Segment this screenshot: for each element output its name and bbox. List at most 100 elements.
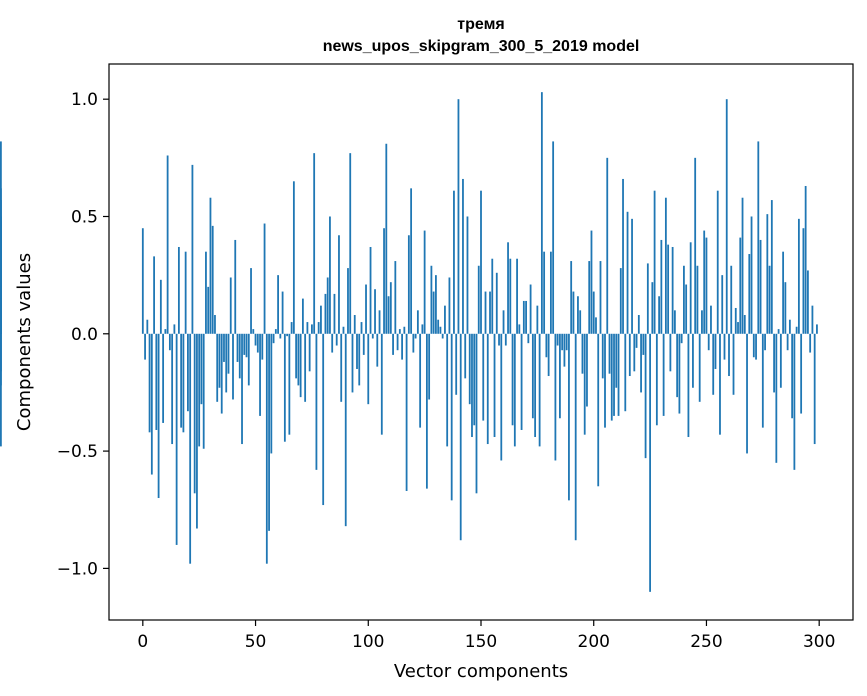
bar-270 [750, 216, 753, 334]
bar-260 [728, 333, 730, 377]
bar-244 [692, 333, 694, 388]
y-tick-label: 0.5 [71, 207, 98, 227]
x-tick-label: 0 [137, 632, 148, 652]
bar-234 [669, 333, 672, 372]
bar-132 [439, 326, 442, 334]
bar-195 [581, 333, 584, 374]
bar-277 [766, 214, 769, 334]
bar-65 [288, 333, 291, 435]
bar-281 [775, 333, 778, 463]
bar-110 [389, 282, 392, 334]
bar-248 [701, 310, 703, 334]
bar-59 [274, 329, 277, 334]
bar-76 [313, 153, 316, 334]
bar-188 [565, 333, 568, 351]
bar-24 [196, 333, 198, 529]
bar-12 [168, 333, 171, 351]
bar-60 [277, 275, 279, 334]
bar-158 [498, 333, 500, 346]
bar-87 [338, 235, 340, 334]
bar-84 [331, 333, 334, 353]
bar-218 [633, 333, 636, 372]
bar-210 [615, 333, 618, 388]
bar-229 [658, 296, 661, 334]
bar-250 [705, 237, 708, 334]
bar-263 [734, 307, 737, 334]
bar-135 [446, 333, 449, 447]
bar-235 [671, 246, 674, 334]
bar-190 [570, 261, 573, 334]
bar-207 [608, 333, 611, 374]
bar-266 [741, 197, 744, 334]
bar-19 [184, 251, 187, 334]
bar-176 [538, 333, 541, 447]
bar-182 [552, 141, 555, 334]
bar-268 [746, 333, 748, 454]
bar-288 [791, 333, 794, 419]
bar-191 [572, 291, 575, 334]
bar-41 [234, 239, 237, 334]
bar-231 [662, 333, 665, 416]
bar-30 [209, 197, 212, 334]
bar-254 [714, 333, 717, 369]
bar-83 [329, 216, 331, 334]
bar-162 [507, 242, 509, 334]
bar-269 [748, 254, 751, 334]
bar-227 [653, 190, 656, 334]
bar-249 [703, 230, 706, 334]
bar-211 [617, 333, 620, 416]
bar-89 [342, 326, 345, 334]
bar-109 [387, 296, 390, 334]
bar-52 [259, 333, 261, 416]
bar-160 [502, 310, 505, 334]
x-axis-ticks: 0 50 100 150 200 250 300 [137, 620, 835, 652]
bar-40 [232, 333, 234, 400]
bar-171 [527, 333, 530, 344]
bar-32 [214, 315, 216, 334]
bar-4 [150, 333, 153, 475]
bar-91 [347, 268, 349, 334]
bar-70 [299, 333, 302, 398]
bar-103 [374, 289, 376, 334]
bar-3 [148, 333, 151, 433]
bar-230 [660, 239, 663, 334]
bar-157 [495, 272, 498, 334]
bar-152 [484, 291, 487, 334]
bar-101 [369, 246, 372, 334]
bar-15 [175, 333, 178, 545]
y-tick-label: 1.0 [71, 90, 98, 110]
bar-184 [556, 333, 559, 346]
x-axis-label: Vector components [394, 661, 568, 682]
bar-180 [547, 333, 550, 377]
bar-129 [432, 291, 435, 334]
bar-272 [755, 333, 757, 360]
bar-261 [730, 265, 733, 334]
bar-262 [732, 333, 735, 395]
bar-73 [306, 322, 309, 334]
bar-193 [577, 296, 579, 334]
bar-153 [486, 333, 489, 445]
bar-26 [200, 333, 203, 405]
bar-149 [477, 265, 480, 334]
bar-34 [218, 333, 221, 388]
bar-155 [491, 258, 494, 334]
bar-209 [613, 333, 615, 416]
bar-274 [759, 239, 762, 334]
bar-95 [356, 333, 358, 369]
bar-294 [804, 185, 807, 334]
bar-118 [407, 235, 410, 334]
bar-64 [286, 333, 289, 337]
bar-225 [649, 333, 651, 592]
bar-143 [464, 333, 467, 379]
chart-title-line-2: news_upos_skipgram_300_5_2019 model [323, 38, 640, 55]
bar-187 [563, 333, 566, 367]
bar-296 [809, 333, 812, 353]
bar-206 [606, 157, 609, 334]
bar-271 [752, 333, 755, 358]
bar-242 [687, 333, 690, 438]
bar-177 [540, 92, 543, 334]
bar-57 [270, 333, 273, 454]
bar-6 [155, 333, 158, 430]
bar-20 [187, 333, 189, 412]
bar-100 [367, 333, 370, 405]
